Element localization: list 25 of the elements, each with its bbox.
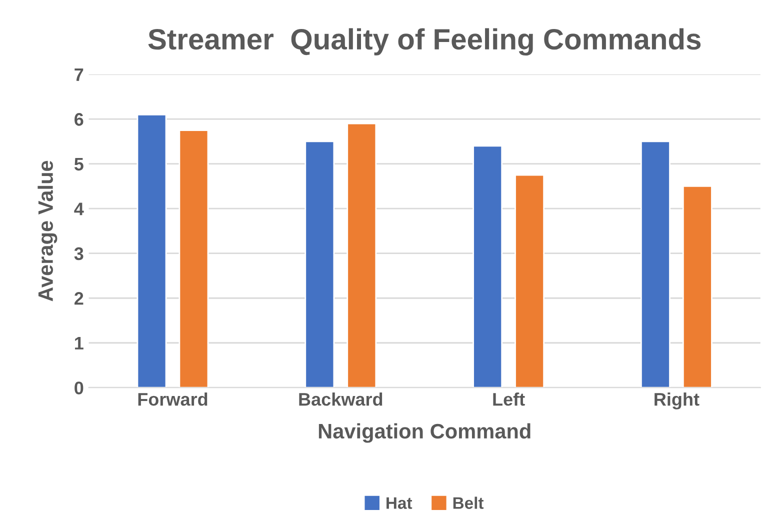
y-tick-label: 4	[74, 202, 84, 216]
y-tick-label: 1	[75, 336, 84, 350]
y-tick-label: 0	[74, 382, 84, 394]
y-tick-label: 6	[74, 113, 84, 126]
y-tick-label: 3	[74, 247, 84, 260]
bar	[640, 140, 670, 388]
x-tick-label: Left	[493, 392, 525, 406]
bar	[682, 186, 712, 388]
bar	[514, 174, 545, 388]
x-tick-label: Right	[654, 392, 700, 410]
x-tick-label: Forward	[138, 392, 208, 406]
bar	[304, 140, 335, 388]
y-tick-label: 2	[74, 292, 84, 305]
y-tick-label: 5	[74, 158, 84, 171]
y-tick-label: 7	[74, 68, 84, 81]
x-axis-title: Navigation Command	[318, 423, 530, 443]
legend-label: Belt	[453, 496, 484, 509]
bar	[472, 145, 503, 388]
legend-label: Hat	[386, 497, 412, 509]
bar	[346, 122, 377, 388]
x-tick-label: Backward	[299, 392, 382, 406]
bar	[136, 114, 167, 388]
y-axis-title: Average Value	[38, 160, 58, 302]
chart-title: Streamer Quality of Feeling Commands	[148, 28, 701, 56]
bar	[178, 130, 209, 388]
